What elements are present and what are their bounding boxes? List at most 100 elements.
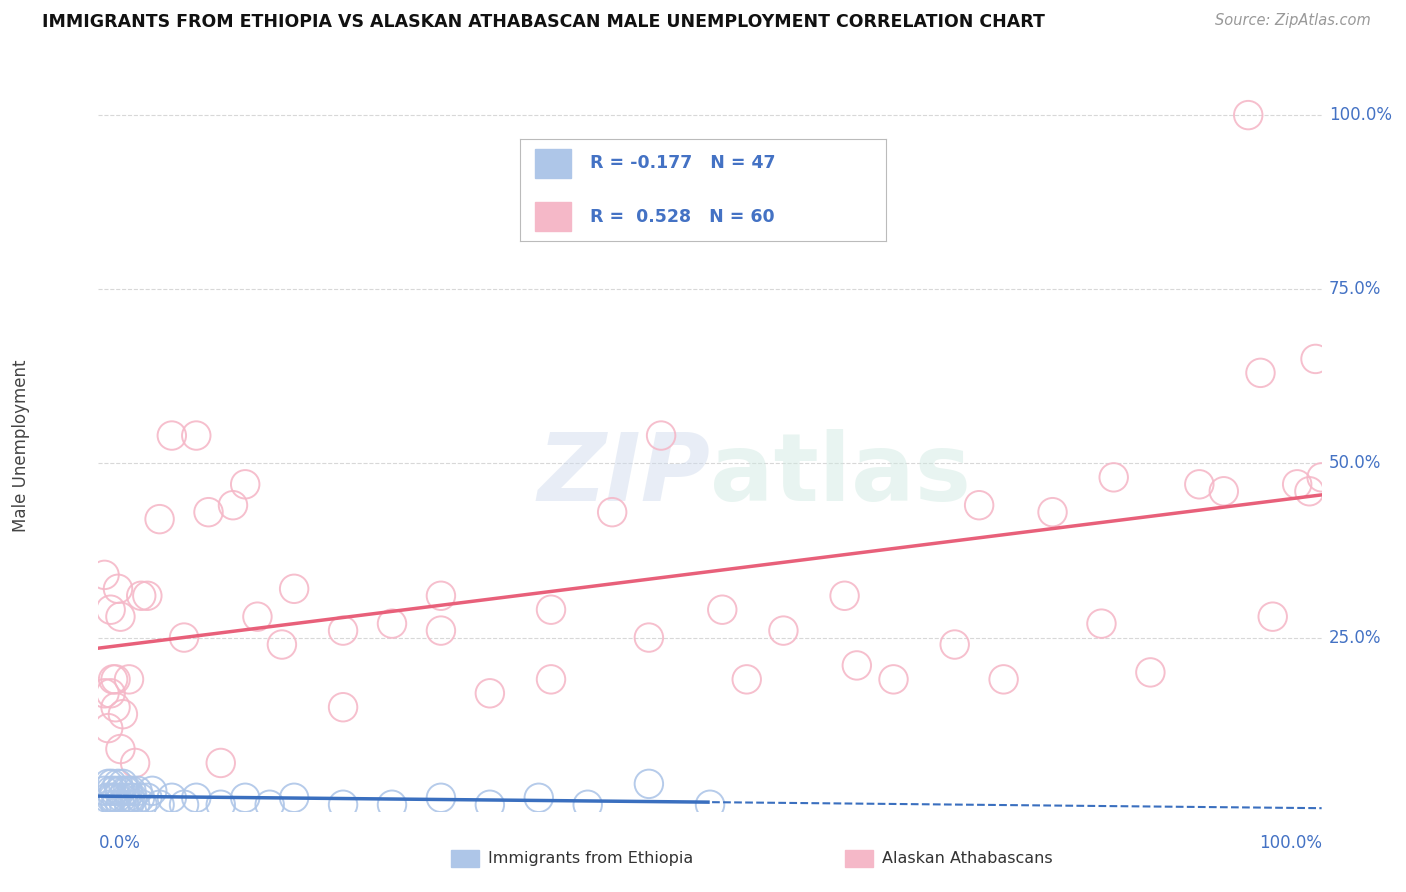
- Point: [129, 790, 152, 805]
- Point: [114, 784, 136, 798]
- Text: 100.0%: 100.0%: [1329, 106, 1392, 124]
- Point: [110, 797, 132, 812]
- Point: [332, 624, 354, 638]
- Point: [115, 790, 138, 805]
- Point: [699, 797, 721, 812]
- Point: [93, 567, 115, 582]
- Point: [124, 797, 146, 812]
- Point: [110, 742, 132, 756]
- Point: [98, 797, 121, 812]
- Point: [105, 790, 128, 805]
- Point: [834, 589, 856, 603]
- Point: [772, 624, 794, 638]
- Point: [127, 784, 149, 798]
- Point: [332, 700, 354, 714]
- Point: [1261, 609, 1284, 624]
- Point: [197, 505, 219, 519]
- Point: [209, 797, 232, 812]
- Point: [381, 797, 404, 812]
- Text: Male Unemployment: Male Unemployment: [13, 359, 30, 533]
- Point: [118, 673, 141, 687]
- Point: [97, 777, 120, 791]
- Point: [283, 582, 305, 596]
- Point: [527, 790, 550, 805]
- Point: [93, 686, 115, 700]
- Point: [883, 673, 905, 687]
- Point: [637, 777, 661, 791]
- Point: [540, 603, 562, 617]
- Point: [430, 790, 453, 805]
- Point: [149, 797, 172, 812]
- Point: [1212, 484, 1234, 499]
- Point: [101, 673, 124, 687]
- Point: [160, 790, 183, 805]
- Text: 100.0%: 100.0%: [1258, 834, 1322, 852]
- Text: 0.0%: 0.0%: [98, 834, 141, 852]
- Point: [540, 673, 562, 687]
- Point: [845, 658, 868, 673]
- Point: [121, 790, 143, 805]
- Point: [1286, 477, 1309, 491]
- Point: [233, 790, 256, 805]
- Point: [576, 797, 599, 812]
- Point: [93, 784, 115, 798]
- Point: [120, 790, 142, 805]
- Point: [160, 428, 183, 442]
- Point: [270, 638, 294, 652]
- Point: [103, 784, 125, 798]
- Text: IMMIGRANTS FROM ETHIOPIA VS ALASKAN ATHABASCAN MALE UNEMPLOYMENT CORRELATION CHA: IMMIGRANTS FROM ETHIOPIA VS ALASKAN ATHA…: [42, 13, 1045, 31]
- Point: [117, 784, 139, 798]
- Bar: [534, 149, 571, 178]
- Point: [1042, 505, 1064, 519]
- Text: atlas: atlas: [710, 429, 972, 521]
- Point: [246, 609, 269, 624]
- Text: R =  0.528   N = 60: R = 0.528 N = 60: [589, 208, 775, 226]
- Point: [1102, 470, 1125, 484]
- Point: [1298, 484, 1320, 499]
- Point: [101, 777, 124, 791]
- Point: [1249, 366, 1271, 380]
- Bar: [451, 849, 479, 867]
- Point: [1237, 108, 1260, 122]
- Point: [100, 790, 122, 805]
- Point: [430, 589, 453, 603]
- Point: [110, 609, 132, 624]
- Point: [120, 784, 142, 798]
- Point: [735, 673, 758, 687]
- Point: [173, 631, 195, 645]
- Point: [131, 797, 153, 812]
- Text: 75.0%: 75.0%: [1329, 280, 1381, 298]
- Point: [381, 616, 404, 631]
- Point: [107, 582, 129, 596]
- Point: [104, 700, 127, 714]
- Text: 25.0%: 25.0%: [1329, 629, 1381, 647]
- Point: [111, 790, 134, 805]
- Point: [97, 721, 120, 735]
- Bar: [534, 202, 571, 231]
- Point: [118, 797, 141, 812]
- Text: Immigrants from Ethiopia: Immigrants from Ethiopia: [488, 852, 693, 866]
- Point: [110, 784, 132, 798]
- Point: [129, 589, 152, 603]
- Point: [104, 797, 127, 812]
- Point: [1090, 616, 1112, 631]
- Point: [222, 498, 245, 512]
- Point: [283, 790, 305, 805]
- Text: R = -0.177   N = 47: R = -0.177 N = 47: [589, 154, 775, 172]
- Point: [259, 797, 281, 812]
- Point: [650, 428, 672, 442]
- Point: [149, 512, 172, 526]
- Point: [1139, 665, 1161, 680]
- Point: [96, 790, 118, 805]
- Text: 50.0%: 50.0%: [1329, 454, 1381, 473]
- Point: [100, 784, 122, 798]
- Point: [478, 686, 501, 700]
- Point: [711, 603, 734, 617]
- Point: [1305, 351, 1327, 366]
- Bar: [845, 849, 873, 867]
- Point: [637, 631, 661, 645]
- Point: [186, 790, 208, 805]
- Point: [1188, 477, 1211, 491]
- Point: [111, 707, 134, 722]
- Text: Source: ZipAtlas.com: Source: ZipAtlas.com: [1215, 13, 1371, 29]
